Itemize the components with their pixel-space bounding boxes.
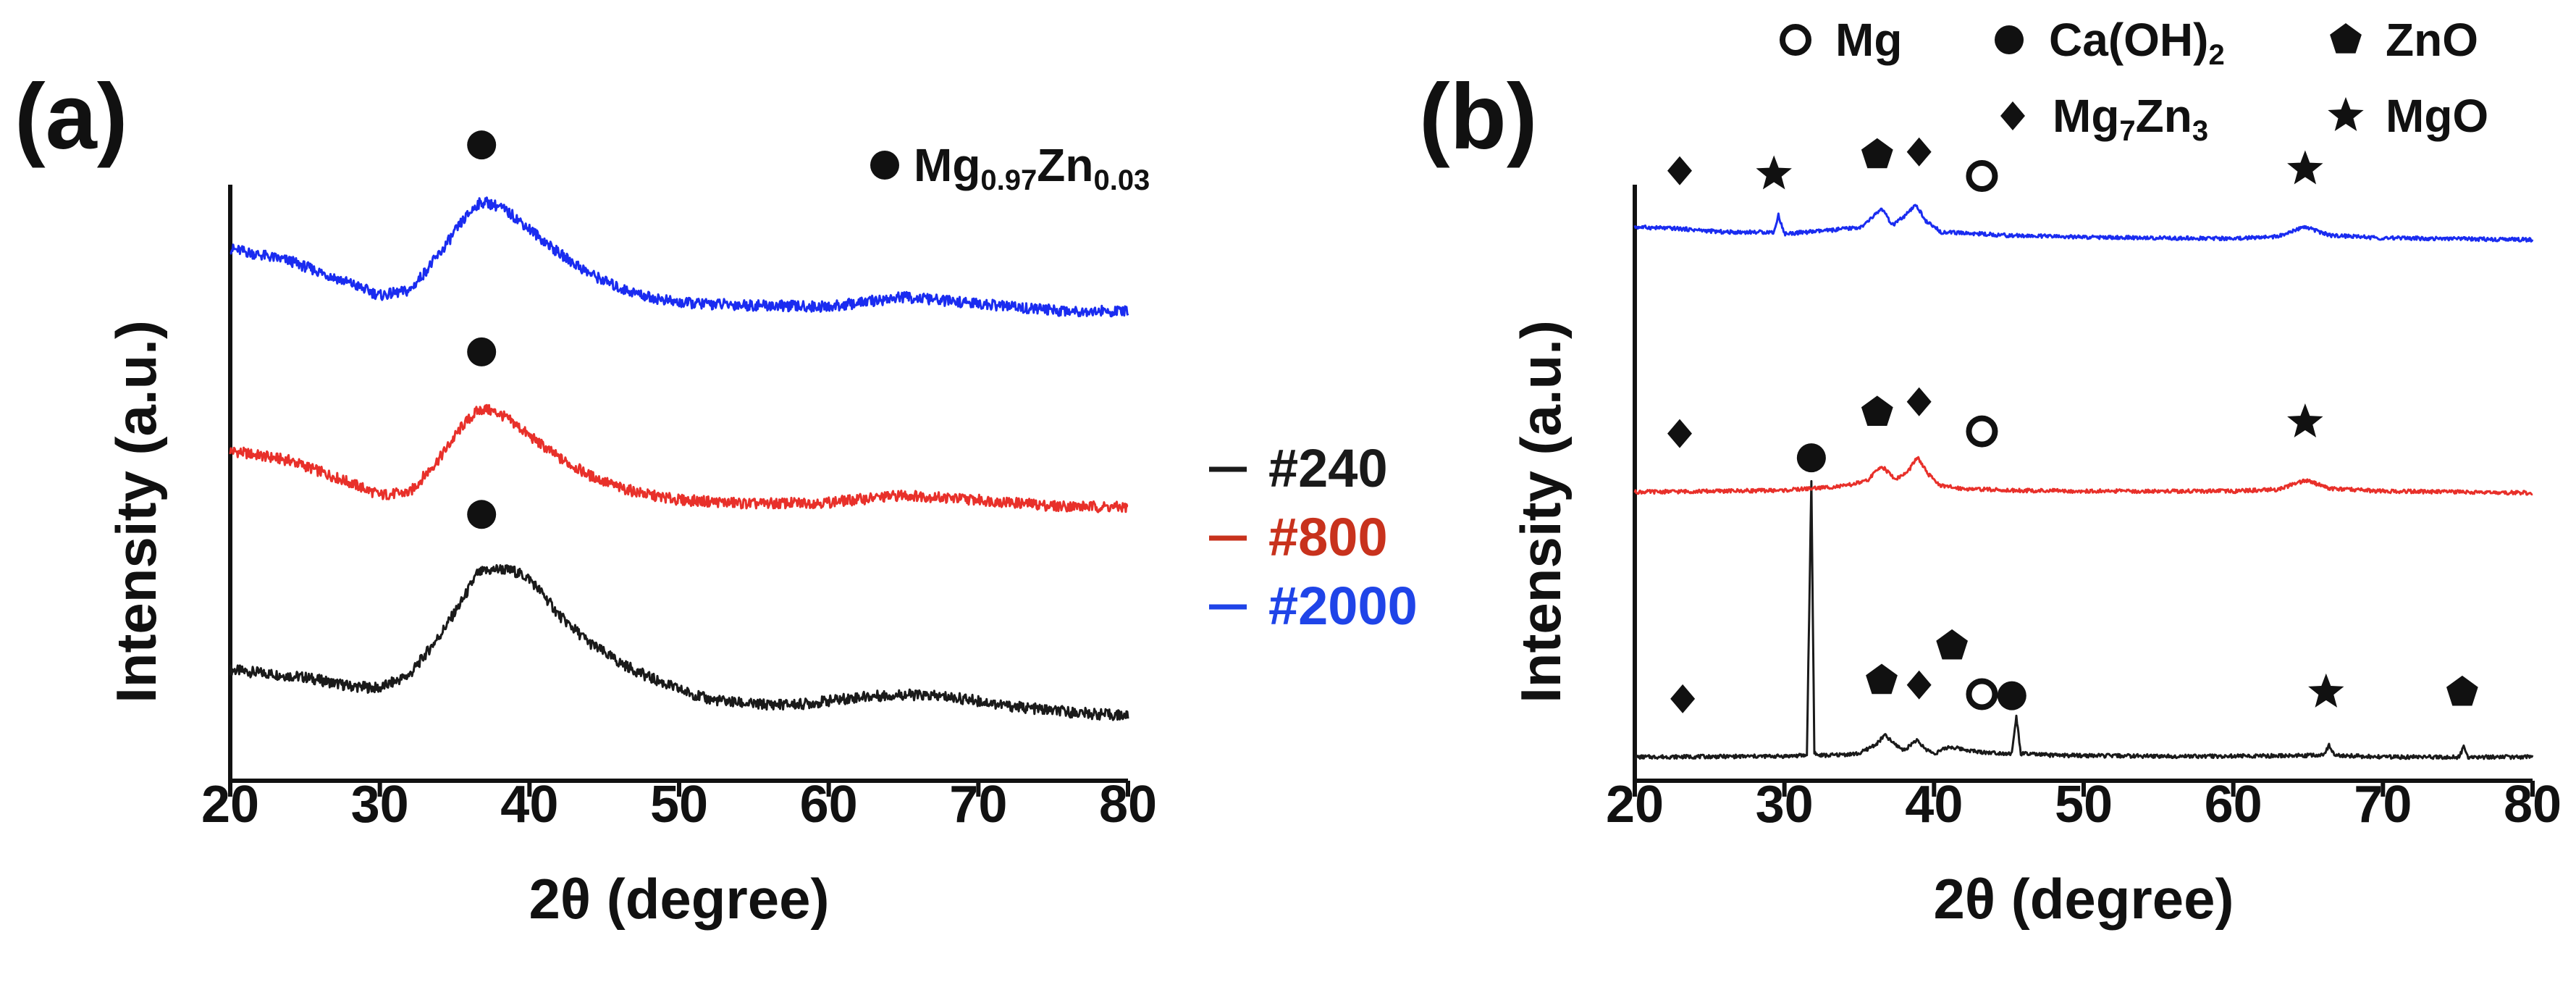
x-tick-label: 40 bbox=[1905, 776, 1963, 834]
filled-circle-peak-marker bbox=[467, 337, 497, 366]
legend-label: #2000 bbox=[1268, 576, 1418, 636]
sample-legend: #240 #800 #2000 bbox=[1209, 438, 1418, 636]
x-tick-label: 70 bbox=[949, 776, 1007, 834]
x-tick-label: 20 bbox=[1606, 776, 1664, 834]
filled-circle-peak-marker bbox=[467, 500, 497, 529]
filled-circle-peak-marker bbox=[467, 130, 497, 160]
legend-label: #800 bbox=[1268, 507, 1388, 567]
open-circle-peak-marker bbox=[1966, 415, 1998, 448]
x-tick-label: 30 bbox=[351, 776, 409, 834]
panel-b: (b) 20 30 40 50 60 70 80 2θ (degree) Intensity (a… bbox=[1419, 14, 2562, 931]
diamond-peak-marker bbox=[1667, 156, 1692, 185]
diamond-peak-marker bbox=[1906, 137, 1932, 167]
diamond-peak-marker bbox=[1906, 670, 1932, 700]
filled-circle-peak-marker bbox=[1796, 443, 1826, 473]
y-axis-title: Intensity (a.u.) bbox=[1509, 320, 1573, 703]
pentagon-peak-marker bbox=[1861, 395, 1893, 426]
x-tick-label: 20 bbox=[201, 776, 259, 834]
panel-a: (a) 20 30 40 50 60 70 80 2θ (degree) Intensity (a… bbox=[14, 65, 1157, 931]
open-circle-peak-marker bbox=[1966, 678, 1998, 710]
trace-240 bbox=[229, 563, 1129, 721]
star-peak-marker bbox=[2308, 673, 2344, 708]
open-circle-peak-marker bbox=[1966, 160, 1998, 193]
diamond-peak-marker bbox=[1670, 684, 1696, 713]
star-peak-marker bbox=[2287, 150, 2323, 185]
trace-2000 bbox=[230, 196, 1129, 318]
x-tick-label: 80 bbox=[2504, 776, 2562, 834]
filled-circle-peak-marker bbox=[1997, 681, 2026, 710]
star-peak-marker bbox=[1756, 155, 1792, 190]
diamond-peak-marker bbox=[1906, 387, 1932, 416]
trace-800 bbox=[1633, 456, 2533, 496]
trace-2000 bbox=[1633, 204, 2534, 243]
x-tick-label: 40 bbox=[500, 776, 558, 834]
phase-legend-label: MgO bbox=[2386, 90, 2488, 142]
panel-label: (a) bbox=[14, 65, 127, 169]
pentagon-peak-marker bbox=[1861, 138, 1893, 169]
x-tick-label: 60 bbox=[800, 776, 858, 834]
x-axis-title: 2θ (degree) bbox=[529, 867, 830, 931]
y-axis-title: Intensity (a.u.) bbox=[104, 320, 168, 703]
phase-legend-label: Mg7Zn3 bbox=[2053, 90, 2208, 147]
phase-legend-label: Ca(OH)2 bbox=[2049, 14, 2225, 71]
pentagon-peak-marker bbox=[1936, 629, 1968, 660]
pentagon-peak-marker bbox=[2446, 675, 2478, 706]
legend-entry: Mg0.97Zn0.03 bbox=[914, 139, 1150, 196]
diamond-peak-marker bbox=[1667, 419, 1692, 448]
phase-legend-label: Mg bbox=[1835, 14, 1902, 66]
trace-240 bbox=[1634, 479, 2534, 760]
trace-800 bbox=[229, 403, 1129, 513]
phase-legend-marker bbox=[1995, 25, 2024, 54]
phase-legend-marker bbox=[2328, 97, 2364, 131]
phase-legend-marker bbox=[1780, 24, 1811, 56]
star-peak-marker bbox=[2287, 403, 2323, 437]
x-tick-label: 80 bbox=[1099, 776, 1157, 834]
legend-marker bbox=[870, 151, 899, 180]
legend-label: #240 bbox=[1268, 438, 1388, 498]
x-tick-label: 50 bbox=[2055, 776, 2113, 834]
x-tick-label: 30 bbox=[1756, 776, 1814, 834]
phase-legend-marker bbox=[2330, 23, 2362, 54]
x-tick-label: 70 bbox=[2354, 776, 2412, 834]
phase-legend-marker bbox=[2000, 101, 2025, 130]
x-axis-title: 2θ (degree) bbox=[1934, 867, 2234, 931]
x-tick-label: 50 bbox=[650, 776, 708, 834]
pentagon-peak-marker bbox=[1866, 663, 1898, 695]
phase-legend-label: ZnO bbox=[2386, 14, 2478, 66]
panel-label: (b) bbox=[1419, 65, 1537, 169]
x-tick-label: 60 bbox=[2205, 776, 2263, 834]
